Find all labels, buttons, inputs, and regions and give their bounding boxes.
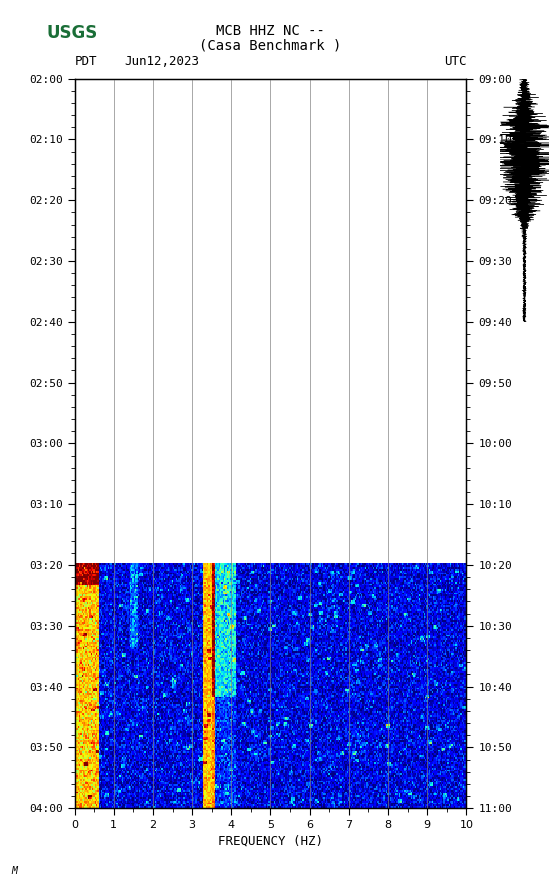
Text: Jun12,2023: Jun12,2023	[124, 55, 199, 68]
Text: USGS: USGS	[47, 24, 98, 42]
Text: PDT: PDT	[75, 55, 97, 68]
Polygon shape	[7, 22, 43, 47]
Text: (Casa Benchmark ): (Casa Benchmark )	[199, 38, 342, 53]
Text: MCB HHZ NC --: MCB HHZ NC --	[216, 24, 325, 38]
X-axis label: FREQUENCY (HZ): FREQUENCY (HZ)	[218, 834, 323, 847]
Text: UTC: UTC	[444, 55, 466, 68]
Text: M: M	[11, 865, 17, 876]
